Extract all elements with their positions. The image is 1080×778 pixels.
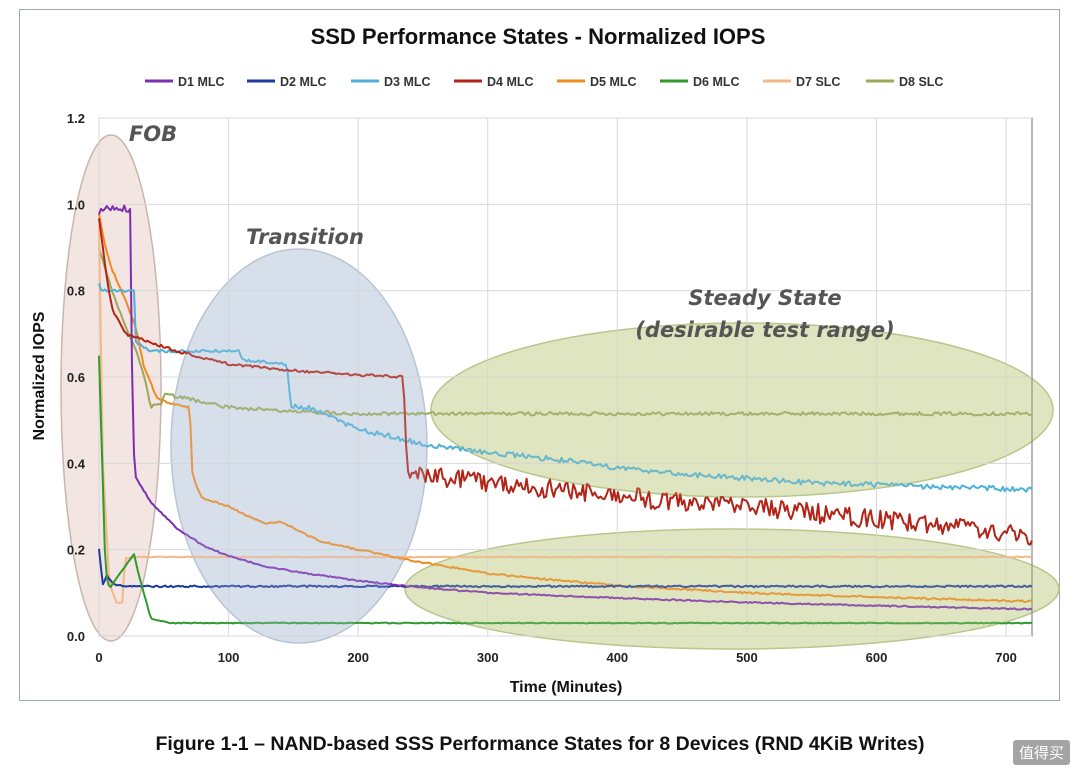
fob-region: [60, 134, 162, 642]
annotation-fob: FOB: [129, 122, 177, 146]
y-tick-label: 1.0: [67, 197, 85, 212]
legend-item-d3-mlc: D3 MLC: [351, 75, 431, 89]
series-line-d6-mlc: [98, 355, 1033, 625]
y-tick-label: 0.0: [67, 629, 85, 644]
y-tick-label: 0.6: [67, 370, 85, 385]
steady-lower-region: [404, 528, 1060, 650]
annotation-steady-state: Steady State: [688, 286, 841, 310]
series-line-d2-mlc: [98, 548, 1033, 589]
y-tick-label: 1.2: [67, 111, 85, 126]
y-axis-label: Normalized IOPS: [31, 311, 48, 440]
legend-item-d5-mlc: D5 MLC: [557, 75, 637, 89]
annotation-desirable-range: (desirable test range): [635, 318, 894, 342]
series-lines: [98, 204, 1033, 625]
legend-item-d8-slc: D8 SLC: [866, 75, 943, 89]
legend-item-d4-mlc: D4 MLC: [454, 75, 534, 89]
x-tick-label: 700: [995, 650, 1017, 665]
y-tick-label: 0.8: [67, 284, 85, 299]
series-line-d7-slc: [98, 226, 1033, 604]
steady-upper-overlay: [431, 323, 1053, 497]
legend-item-d6-mlc: D6 MLC: [660, 75, 740, 89]
x-tick-label: 300: [477, 650, 499, 665]
region-overlays: [171, 249, 1059, 649]
transition-overlay: [171, 249, 427, 643]
legend-label: D1 MLC: [178, 75, 225, 89]
legend-label: D2 MLC: [280, 75, 327, 89]
legend-label: D5 MLC: [590, 75, 637, 89]
series-line-d4-mlc: [98, 218, 1033, 546]
legend-label: D6 MLC: [693, 75, 740, 89]
axis-ticks: 0 100 200 300 400 500 600 700 0.0 0.2 0.4 0.6 0.8 1.0…: [67, 111, 1017, 665]
chart: 0 100 200 300 400 500 600 700 0.0 0.2 0.4 0.6 0.8 1.0…: [31, 24, 1060, 696]
x-tick-label: 0: [95, 650, 102, 665]
x-tick-label: 500: [736, 650, 758, 665]
x-tick-label: 100: [218, 650, 240, 665]
x-tick-label: 400: [606, 650, 628, 665]
legend-label: D3 MLC: [384, 75, 431, 89]
legend-item-d7-slc: D7 SLC: [763, 75, 840, 89]
y-tick-label: 0.2: [67, 543, 85, 558]
x-tick-label: 200: [347, 650, 369, 665]
legend-label: D7 SLC: [796, 75, 840, 89]
figure-caption: Figure 1-1 – NAND-based SSS Performance …: [155, 733, 925, 755]
series-line-d8-slc: [98, 247, 1033, 417]
legend-item-d2-mlc: D2 MLC: [247, 75, 327, 89]
steady-lower-overlay: [405, 529, 1059, 649]
series-line-d3-mlc: [98, 283, 1033, 493]
y-tick-label: 0.4: [67, 456, 86, 471]
chart-title: SSD Performance States - Normalized IOPS: [311, 24, 766, 49]
legend-label: D8 SLC: [899, 75, 943, 89]
annotation-transition: Transition: [246, 225, 364, 249]
watermark-badge: 值得买: [1012, 740, 1070, 765]
grid-lines: [98, 117, 1032, 637]
region-ellipses: [60, 134, 1060, 650]
series-line-d5-mlc: [98, 213, 1033, 603]
x-axis-label: Time (Minutes): [510, 679, 623, 696]
legend: D1 MLC D2 MLC D3 MLC D4 MLC D5 MLC D6 MLC D7 S…: [145, 75, 943, 89]
legend-item-d1-mlc: D1 MLC: [145, 75, 225, 89]
series-line-d1-mlc: [98, 204, 1033, 611]
steady-upper-region: [430, 322, 1054, 498]
legend-label: D4 MLC: [487, 75, 534, 89]
x-tick-label: 600: [866, 650, 888, 665]
